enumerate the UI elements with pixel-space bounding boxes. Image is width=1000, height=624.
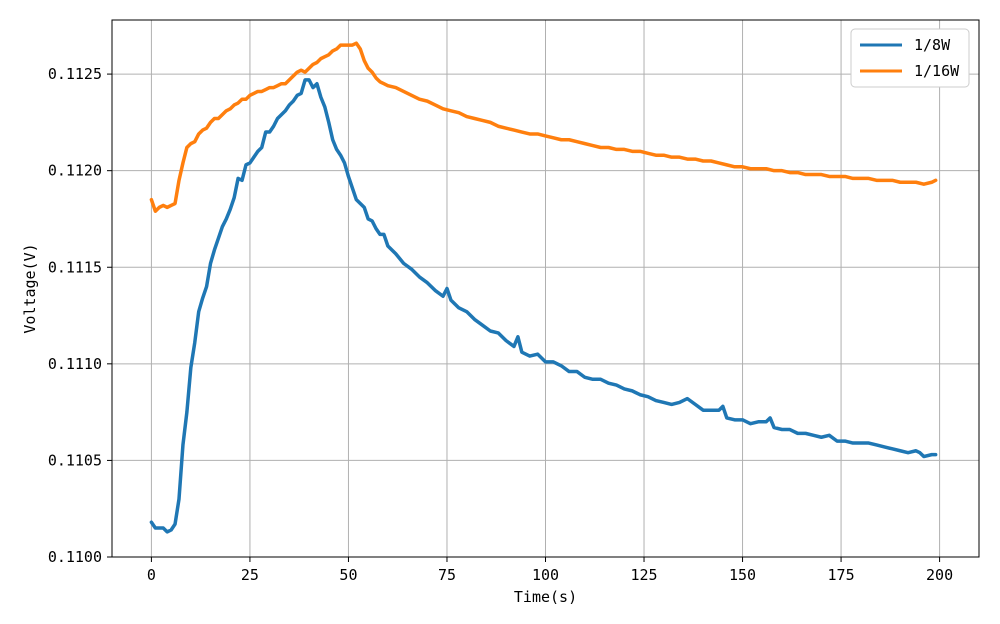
y-axis-label: Voltage(V) [21,243,39,333]
series-line-1-8w [149,78,938,534]
y-tick-label: 0.1100 [48,548,102,566]
x-tick-label: 100 [532,566,559,584]
series-lines [149,41,938,534]
x-tick-label: 175 [828,566,855,584]
x-tick-label: 200 [926,566,953,584]
series-line-1-16w [149,41,938,213]
x-tick-label: 150 [729,566,756,584]
legend: 1/8W 1/16W [850,28,970,88]
x-tick-label: 25 [241,566,259,584]
legend-label-1-8w: 1/8W [914,36,951,54]
x-tick-label: 50 [339,566,357,584]
x-tick-label: 0 [147,566,156,584]
x-tick-label: 125 [630,566,657,584]
y-tick-label: 0.1110 [48,355,102,373]
y-tick-label: 0.1120 [48,162,102,180]
legend-label-1-16w: 1/16W [914,62,960,80]
x-axis-label: Time(s) [514,588,577,606]
x-tick-label: 75 [438,566,456,584]
y-axis-ticks: 0.1100 0.1105 0.1110 0.1115 0.1120 0.1125 [48,65,112,566]
y-tick-label: 0.1105 [48,451,102,469]
y-tick-label: 0.1115 [48,258,102,276]
x-axis-ticks: 0 25 50 75 100 125 150 175 200 [147,557,953,584]
y-tick-label: 0.1125 [48,65,102,83]
